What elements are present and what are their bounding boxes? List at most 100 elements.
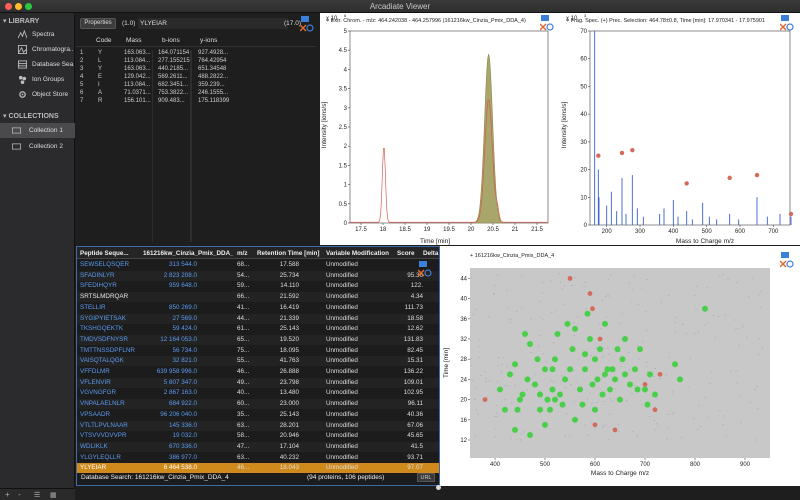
feature-mark: [621, 313, 624, 315]
feature-mark: [689, 357, 692, 359]
scatter-xlabel: Mass to Charge m/z: [591, 470, 649, 477]
sequence-input[interactable]: YLYEIAR: [138, 18, 288, 29]
fragment-cell-b: 164.071154: [158, 50, 190, 56]
fragment-row[interactable]: 6 A 71.0371... 753.3822... 246.1555...: [76, 90, 316, 98]
table-row[interactable]: TMDVSDFNYSR 12 164 053.0 65... 19.520 Unmodi…: [77, 334, 439, 345]
col-delta[interactable]: Delta: [423, 250, 439, 257]
table-row[interactable]: SFEDIHQYR 959 648.0 59... 14.110 Unmodified 1…: [77, 281, 439, 292]
feature-mark: [641, 287, 643, 289]
plot-tools-icon[interactable]: [780, 15, 794, 31]
feature-mark: [494, 416, 497, 417]
fragment-row[interactable]: 7 R 156.101... 909.483... 175.118399: [76, 98, 316, 106]
table-row[interactable]: VTSVVVDVVPR 19 032.0 58... 20.946 Unmodified…: [77, 431, 439, 442]
feature-mark: [569, 435, 571, 437]
fragment-cell-y: 488.2822...: [198, 74, 229, 80]
spectrum-xtick: 300: [635, 229, 646, 235]
plot-tools-icon[interactable]: [780, 252, 794, 268]
cell-pep: VPSAADR: [80, 410, 111, 418]
sidebar-item-collection-2[interactable]: Collection 2: [0, 139, 75, 154]
library-section-header[interactable]: ▾ LIBRARY: [3, 18, 40, 25]
table-row[interactable]: SFADINLYR 2 823 208.0 54... 25.734 Unmodifie…: [77, 270, 439, 281]
cell-rt: 25.143: [279, 410, 299, 418]
cell-score: 97.07: [407, 464, 423, 472]
table-row[interactable]: STELLIR 850 269.0 41... 16.419 Unmodified 111…: [77, 302, 439, 313]
table-row[interactable]: TKSHGQEKTK 59 424.0 61... 25.143 Unmodified 1…: [77, 324, 439, 335]
col-mz[interactable]: m/z: [237, 250, 248, 257]
fragment-row[interactable]: 1 Y 163.063... 164.071154 927.4928...: [76, 50, 316, 58]
table-row[interactable]: SEWSELQSQER 313 544.0 68... 17.588 Unmodifie…: [77, 260, 439, 270]
fragment-row[interactable]: 4 E 129.042... 569.2611... 488.2822...: [76, 74, 316, 82]
feature-mark: [704, 324, 706, 326]
peptide-point: [584, 310, 591, 317]
fragment-spectrum-plot[interactable]: + Frag. Spec. (+) Prec. Selection: 464.7…: [560, 13, 800, 245]
col-retention-time[interactable]: Retention Time [min]: [257, 250, 320, 257]
feature-mark: [734, 329, 737, 330]
url-button[interactable]: URL: [417, 473, 435, 482]
grid-view-icon[interactable]: ▦: [50, 492, 57, 499]
sidebar-item-chromatograms[interactable]: Chromatogra...: [0, 42, 75, 57]
feature-mark: [646, 279, 648, 280]
feature-mark: [472, 380, 474, 381]
cell-rt-code: 75...: [237, 346, 250, 354]
collections-section-header[interactable]: ▾ COLLECTIONS: [3, 113, 59, 120]
col-peptide-sequence[interactable]: Peptide Seque...: [80, 250, 129, 257]
table-row[interactable]: VNPALAELNLR 684 922.0 60... 23.000 Unmodifie…: [77, 399, 439, 410]
sidebar-item-collection-1[interactable]: Collection 1: [0, 123, 75, 138]
sidebar-item-database-search[interactable]: Database Sea...: [0, 57, 75, 72]
list-view-icon[interactable]: ☰: [34, 492, 41, 499]
table-row[interactable]: VAISQTALQGK 32 821.0 55... 41.763 Unmodified…: [77, 356, 439, 367]
col-dataset[interactable]: 161216kw_Cinzia_Pmix_DDA_4: [143, 250, 233, 257]
split-handle[interactable]: [436, 485, 441, 490]
table-row[interactable]: VFFDLMR 639 958 996.0 46... 26.888 Unmodifie…: [77, 367, 439, 377]
feature-mark: [666, 438, 668, 440]
table-row[interactable]: YLGYLEQLLR 386 977.0 63... 40.232 Unmodified…: [77, 452, 439, 463]
remove-button[interactable]: -: [18, 490, 21, 499]
feature-mark: [563, 303, 566, 305]
feature-mark: [644, 311, 647, 313]
sidebar-item-spectra[interactable]: Spectra: [0, 27, 75, 42]
sidebar-item-ion-groups[interactable]: Ion Groups: [0, 72, 75, 87]
feature-mark: [470, 358, 472, 360]
minimize-window-button[interactable]: [15, 3, 22, 10]
table-row[interactable]: VFLENVIR 5 807 347.0 49... 23.798 Unmodified…: [77, 377, 439, 388]
table-row[interactable]: WDLIKLK 670 336.0 47... 17.104 Unmodified 41.…: [77, 441, 439, 452]
table-row[interactable]: VGVNGFGR 2 867 163.0 40... 13.480 Unmodified…: [77, 388, 439, 399]
fragment-row[interactable]: 5 I 113.084... 682.3451... 359.239...: [76, 82, 316, 90]
table-row[interactable]: VTLTLPVLNAAR 145 336.0 63... 28.201 Unmodifi…: [77, 420, 439, 431]
feature-mark: [660, 301, 663, 303]
fragment-row[interactable]: 3 Y 163.063... 440.2185... 651.34548: [76, 66, 316, 74]
fragment-row[interactable]: 2 L 113.084... 277.155215 764.42954: [76, 58, 316, 66]
plot-tools-icon[interactable]: [300, 16, 314, 32]
table-row[interactable]: SRTSLMDRQAR 66... 21.592 Unmodified 4.34: [77, 292, 439, 303]
chromatogram-plot[interactable]: + Extr. Chrom. - m/z: 464.242038 - 464.2…: [320, 13, 560, 245]
table-row[interactable]: VPSAADR 96 206 040.0 35... 25.143 Unmodified…: [77, 409, 439, 420]
zoom-window-button[interactable]: [25, 3, 32, 10]
table-row[interactable]: SYGIPYIETSAK 27 569.0 44... 21.339 Unmodifie…: [77, 313, 439, 324]
sidebar-item-object-store[interactable]: Object Store: [0, 87, 75, 102]
col-score[interactable]: Score: [397, 250, 415, 257]
feature-mark: [707, 417, 709, 418]
feature-mark: [736, 382, 738, 384]
feature-mark: [563, 286, 565, 287]
peptide-point: [619, 356, 626, 363]
feature-mark: [564, 436, 566, 438]
feature-mark: [470, 364, 472, 366]
properties-button[interactable]: Properties: [80, 18, 116, 29]
plot-tools-icon[interactable]: [540, 15, 554, 31]
chromatogram-ytick: 1.5: [339, 163, 348, 169]
feature-mark: [539, 316, 542, 318]
peptide-point: [572, 416, 578, 423]
peptide-point: [549, 386, 556, 393]
fragment-cell-b: 682.3451...: [158, 82, 189, 88]
chromatogram-xtick: 20.5: [487, 227, 499, 233]
unmatched-point: [657, 371, 663, 377]
feature-mark: [525, 330, 527, 332]
plot-tools-icon[interactable]: [418, 261, 432, 277]
close-window-button[interactable]: [5, 3, 12, 10]
spectrum-ytick: 40: [580, 112, 587, 118]
table-row[interactable]: TMTTNSSDPFLNR 56 734.0 75... 18.095 Unmodifi…: [77, 345, 439, 356]
table-row[interactable]: YLYEIAR 6 464 538.0 46... 18.043 Unmodified 9…: [77, 463, 439, 474]
peptide-map-plot[interactable]: + 161216kw_Cinzia_Pmix_DDA_4 400 500 600 70…: [440, 246, 800, 486]
add-button[interactable]: +: [5, 490, 10, 499]
col-variable-modification[interactable]: Variable Modification: [326, 250, 389, 257]
